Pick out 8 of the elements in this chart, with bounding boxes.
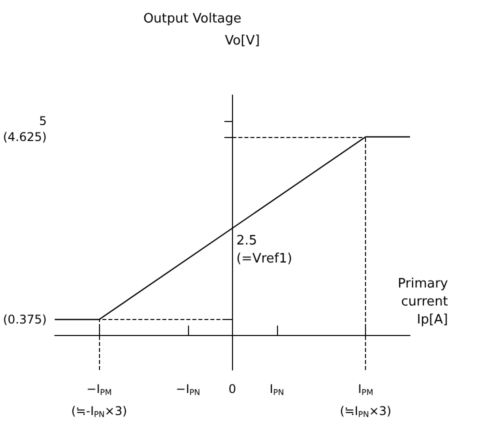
x-tick-label: 0: [228, 382, 236, 396]
x-axis-title: Primary current Ip[A]: [398, 276, 448, 328]
chart-title: Output Voltage: [143, 12, 242, 26]
y-tick-label: 5: [39, 114, 47, 128]
annotation: 2.5 (=Vref1): [236, 234, 292, 267]
y-tick-label: (0.375): [3, 312, 47, 327]
y-axis-title: Vo[V]: [224, 34, 260, 48]
y-tick-label: (4.625): [3, 130, 47, 144]
